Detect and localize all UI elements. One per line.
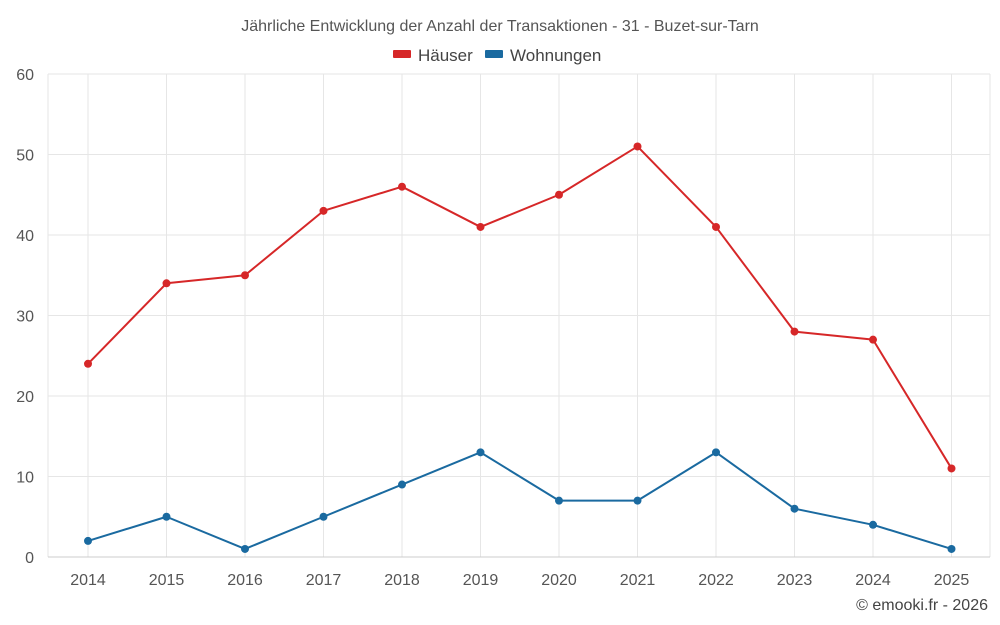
- credit-text: © emooki.fr - 2026: [856, 597, 988, 614]
- legend-label[interactable]: Häuser: [418, 46, 473, 65]
- x-tick-label: 2019: [463, 572, 499, 589]
- data-point[interactable]: [790, 504, 799, 513]
- data-point[interactable]: [790, 327, 799, 336]
- data-point[interactable]: [712, 222, 720, 231]
- series-line: [87, 145, 953, 469]
- y-tick-label: 20: [16, 389, 34, 406]
- data-point[interactable]: [869, 335, 877, 344]
- data-point[interactable]: [162, 279, 171, 288]
- data-point[interactable]: [555, 496, 563, 505]
- x-tick-label: 2015: [149, 572, 185, 589]
- data-point[interactable]: [476, 222, 485, 231]
- y-tick-label: 60: [16, 67, 34, 84]
- x-tick-label: 2024: [855, 572, 891, 589]
- x-tick-label: 2021: [620, 572, 656, 589]
- data-point[interactable]: [241, 271, 249, 280]
- series-wohnungen: [84, 448, 956, 553]
- data-point[interactable]: [162, 512, 171, 521]
- x-tick-label: 2020: [541, 572, 577, 589]
- data-point[interactable]: [947, 544, 956, 553]
- series-line: [87, 451, 952, 550]
- x-axis-ticks: 2014 2015 2016 2017 2018 2019 2020 2021 2022 2023…: [70, 572, 969, 589]
- data-point[interactable]: [398, 480, 406, 489]
- chart-title: Jährliche Entwicklung der Anzahl der Tra…: [241, 18, 759, 35]
- x-tick-label: 2023: [777, 572, 813, 589]
- data-point[interactable]: [555, 190, 563, 199]
- data-point[interactable]: [241, 544, 249, 553]
- y-tick-label: 30: [16, 309, 34, 326]
- x-tick-label: 2018: [384, 572, 420, 589]
- data-point[interactable]: [633, 496, 642, 505]
- series-group: [84, 142, 956, 553]
- data-point[interactable]: [319, 206, 328, 215]
- data-point[interactable]: [476, 448, 485, 457]
- legend-label[interactable]: Wohnungen: [510, 46, 601, 65]
- x-tick-label: 2017: [306, 572, 342, 589]
- legend-swatch: [393, 50, 411, 58]
- data-point[interactable]: [84, 359, 92, 368]
- legend-swatch: [485, 50, 503, 58]
- data-point[interactable]: [398, 182, 406, 191]
- y-axis-ticks: 0 10 20 30 40 50 60: [16, 67, 34, 567]
- data-point[interactable]: [84, 536, 92, 545]
- data-point[interactable]: [869, 520, 877, 529]
- y-tick-label: 50: [16, 148, 34, 165]
- y-tick-label: 40: [16, 228, 34, 245]
- legend: Häuser Wohnungen: [393, 46, 601, 65]
- y-tick-label: 0: [25, 550, 34, 567]
- y-tick-label: 10: [16, 470, 34, 487]
- x-tick-label: 2014: [70, 572, 106, 589]
- data-point[interactable]: [712, 448, 720, 457]
- x-tick-label: 2016: [227, 572, 263, 589]
- data-point[interactable]: [947, 464, 956, 473]
- grid-lines: [47, 73, 991, 558]
- series-haeuser: [84, 142, 956, 473]
- x-tick-label: 2022: [698, 572, 734, 589]
- data-point[interactable]: [319, 512, 328, 521]
- x-tick-label: 2025: [934, 572, 970, 589]
- data-point[interactable]: [633, 142, 642, 151]
